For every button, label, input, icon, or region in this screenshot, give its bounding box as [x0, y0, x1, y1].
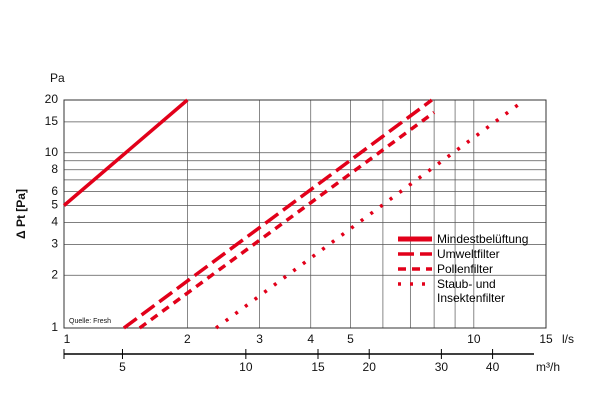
- source: Quelle: Fresh: [69, 318, 111, 325]
- x-tick-label: 15: [539, 332, 553, 346]
- x2-tick-label: 5: [119, 360, 126, 374]
- y-tick-label: 10: [45, 145, 59, 159]
- series-line: [122, 98, 433, 330]
- legend-item: Staub- und Insektenfilter: [398, 277, 528, 305]
- x2-tick-label: 15: [311, 360, 325, 374]
- y-tick-label: 20: [45, 92, 59, 106]
- legend: Mindestbelüftung Umweltfilter Pollenfilter…: [398, 232, 528, 306]
- x-tick-label: 3: [256, 332, 263, 346]
- y-tick-label: 1: [51, 320, 58, 334]
- legend-label: Pollenfilter: [437, 262, 494, 276]
- legend-item: Mindestbelüftung: [398, 232, 528, 246]
- x-tick-label: 10: [467, 332, 481, 346]
- x-tick-label: 5: [347, 332, 354, 346]
- legend-item: Pollenfilter: [398, 262, 528, 276]
- x-label: l/s: [562, 332, 574, 346]
- x2-tick-label: 20: [363, 360, 377, 374]
- y-tick-label: 8: [51, 162, 58, 176]
- y-tick-label: 15: [45, 114, 59, 128]
- legend-label: Mindestbelüftung: [437, 232, 529, 246]
- y-tick-label: 2: [51, 267, 58, 281]
- plot-frame: [63, 99, 547, 329]
- x-tick-label: 2: [184, 332, 191, 346]
- x-tick-label: 4: [307, 332, 314, 346]
- series-line: [62, 98, 189, 207]
- legend-swatch: [398, 252, 432, 256]
- y-tick-label: 6: [51, 184, 58, 198]
- x-tick-label: 1: [64, 332, 71, 346]
- x2-tick-label: 30: [435, 360, 449, 374]
- x2-tick-label: 40: [486, 360, 500, 374]
- legend-swatch: [398, 236, 432, 242]
- y-tick-label: 5: [51, 198, 58, 212]
- legend-label: Umweltfilter: [437, 247, 500, 261]
- x2-tick-label: 10: [239, 360, 253, 374]
- legend-label: Staub- und Insektenfilter: [437, 277, 506, 305]
- legend-item: Umweltfilter: [398, 247, 528, 261]
- y-unit: Pa: [50, 71, 65, 85]
- legend-swatch: [398, 282, 432, 286]
- legend-swatch: [398, 267, 432, 271]
- y-tick-label: 3: [51, 237, 58, 251]
- y-label: Δ Pt [Pa]: [14, 189, 28, 239]
- y-tick-label: 4: [51, 215, 58, 229]
- x2-label: m³/h: [536, 360, 560, 374]
- series-line: [138, 110, 436, 330]
